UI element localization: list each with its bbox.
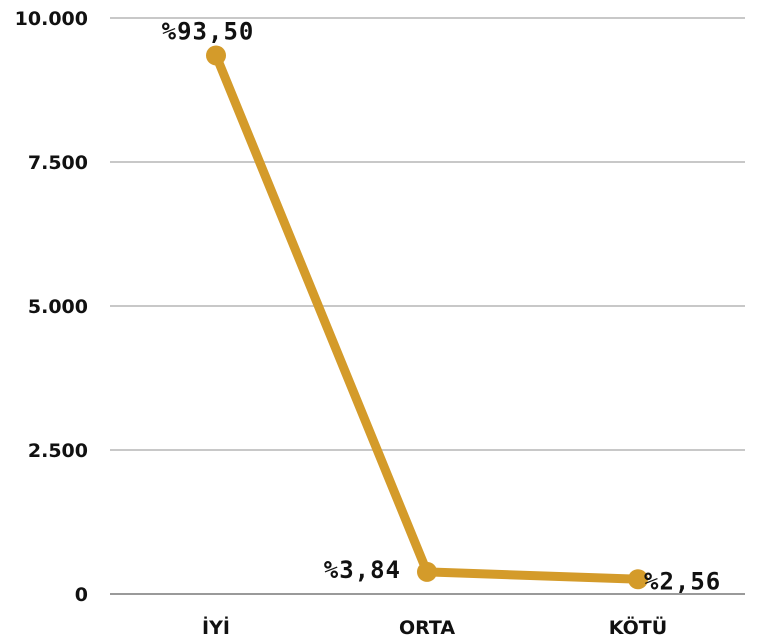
y-tick-label: 2.500 bbox=[28, 440, 88, 462]
data-labels: %93,50 %3,84 %2,56 bbox=[162, 17, 721, 595]
x-axis-tick-labels: İYİ ORTA KÖTÜ bbox=[202, 615, 667, 639]
x-tick-label: ORTA bbox=[399, 617, 455, 639]
data-label: %3,84 bbox=[324, 556, 401, 584]
data-point bbox=[206, 45, 226, 66]
x-tick-label: İYİ bbox=[202, 615, 230, 639]
data-label: %93,50 bbox=[162, 17, 255, 45]
x-tick-label: KÖTÜ bbox=[609, 615, 667, 639]
series-line bbox=[211, 50, 643, 584]
y-tick-label: 10.000 bbox=[15, 8, 88, 30]
y-tick-label: 7.500 bbox=[28, 152, 88, 174]
series-line-path bbox=[211, 50, 643, 584]
data-label: %2,56 bbox=[644, 567, 721, 595]
y-tick-label: 0 bbox=[75, 584, 88, 606]
y-axis-tick-labels: 0 2.500 5.000 7.500 10.000 bbox=[15, 8, 88, 606]
data-point bbox=[417, 561, 437, 582]
gridlines bbox=[110, 17, 745, 595]
data-points bbox=[206, 45, 648, 590]
y-tick-label: 5.000 bbox=[28, 296, 88, 318]
data-point bbox=[628, 569, 648, 590]
